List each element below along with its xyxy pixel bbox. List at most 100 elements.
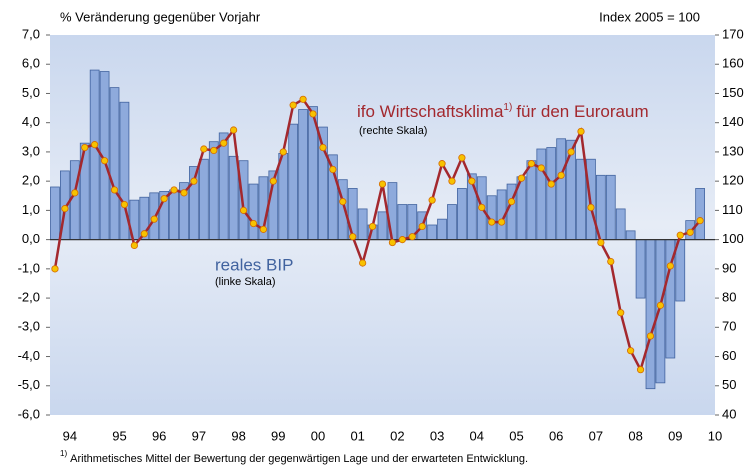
marker <box>299 95 307 103</box>
x-tick-label: 00 <box>311 428 325 443</box>
line-legend: ifo Wirtschaftsklima1) für den Euroraum <box>357 102 649 122</box>
marker <box>458 154 466 162</box>
marker <box>200 145 208 153</box>
marker <box>438 160 446 168</box>
marker <box>170 186 178 194</box>
x-tick-label: 94 <box>63 428 77 443</box>
marker <box>408 233 416 241</box>
bar <box>218 132 229 241</box>
x-tick-label: 06 <box>549 428 563 443</box>
bar <box>357 208 368 241</box>
y-tick-label: 4,0 <box>22 114 40 129</box>
bar <box>526 160 537 241</box>
marker <box>110 186 119 194</box>
bar <box>248 183 259 241</box>
marker <box>666 262 674 270</box>
bar <box>605 174 616 241</box>
marker <box>61 205 69 213</box>
marker <box>686 228 694 236</box>
marker <box>448 177 456 185</box>
marker <box>230 126 238 134</box>
y2-tick-label: 40 <box>722 406 736 421</box>
marker <box>587 203 595 212</box>
y2-tick-label: 130 <box>722 143 744 158</box>
marker <box>120 200 129 209</box>
x-tick-label: 08 <box>628 428 642 443</box>
bar <box>198 158 209 241</box>
marker <box>368 222 377 231</box>
bar-note: (linke Skala) <box>215 276 276 288</box>
x-tick-label: 02 <box>390 428 404 443</box>
bar <box>615 208 626 241</box>
y-tick-label: 3,0 <box>22 143 40 158</box>
y-tick-label: -6,0 <box>18 406 40 421</box>
bar <box>397 204 408 241</box>
y2-tick-label: 110 <box>722 202 743 217</box>
marker <box>100 157 109 165</box>
bar <box>625 230 636 241</box>
marker <box>676 231 684 239</box>
x-tick-label: 03 <box>430 428 444 443</box>
y2-title: Index 2005 = 100 <box>599 9 700 24</box>
legend-name: ifo Wirtschaftsklima <box>357 102 504 121</box>
marker <box>349 233 357 241</box>
bar <box>645 239 656 390</box>
marker <box>329 165 337 174</box>
bar <box>437 218 447 241</box>
marker <box>577 127 585 136</box>
y2-tick-label: 90 <box>722 260 736 275</box>
marker <box>91 141 99 149</box>
bar <box>576 158 586 241</box>
y-tick-label: 2,0 <box>22 173 40 188</box>
marker <box>190 177 198 185</box>
y2-tick-label: 120 <box>722 173 744 188</box>
y-tick-label: -1,0 <box>18 260 40 275</box>
x-tick-label: 99 <box>271 428 285 443</box>
y2-tick-label: 170 <box>722 26 744 41</box>
x-tick-label: 09 <box>668 428 682 443</box>
marker <box>498 218 506 226</box>
bar <box>288 123 299 241</box>
footnote-mark: 1) <box>60 449 67 458</box>
y-tick-label: 0,0 <box>22 231 40 246</box>
bar <box>447 204 457 241</box>
marker <box>507 198 516 206</box>
marker <box>537 164 545 172</box>
x-tick-label: 01 <box>350 428 364 443</box>
x-tick-label: 98 <box>231 428 245 443</box>
marker <box>150 215 158 223</box>
marker <box>160 195 168 203</box>
marker <box>220 139 228 147</box>
y-tick-label: 1,0 <box>22 202 40 217</box>
marker <box>71 189 79 197</box>
marker <box>130 241 138 250</box>
marker <box>468 177 476 185</box>
bar <box>556 138 567 241</box>
bar-legend: reales BIP <box>215 255 293 274</box>
line-note: (rechte Skala) <box>359 125 427 137</box>
bar <box>238 160 249 241</box>
y2-tick-label: 160 <box>722 56 744 71</box>
marker <box>527 160 535 168</box>
marker <box>309 110 317 118</box>
bar <box>457 188 467 241</box>
y2-tick-label: 150 <box>722 85 744 100</box>
marker <box>488 218 496 226</box>
marker <box>428 196 436 204</box>
y-tick-label: 5,0 <box>22 85 40 100</box>
x-tick-label: 04 <box>470 428 484 443</box>
bar <box>278 152 289 241</box>
marker <box>339 198 347 206</box>
y-tick-label: -5,0 <box>18 377 40 392</box>
marker <box>51 265 59 273</box>
marker <box>398 236 406 244</box>
bar <box>228 155 239 241</box>
y-tick-label: 7,0 <box>22 26 40 41</box>
marker <box>269 177 277 185</box>
legend-suffix: für den Euroraum <box>516 102 648 121</box>
chart-title: % Veränderung gegenüber Vorjahr <box>60 9 261 24</box>
bar <box>546 147 557 241</box>
marker <box>249 219 258 228</box>
marker <box>239 206 248 214</box>
marker <box>289 101 297 109</box>
